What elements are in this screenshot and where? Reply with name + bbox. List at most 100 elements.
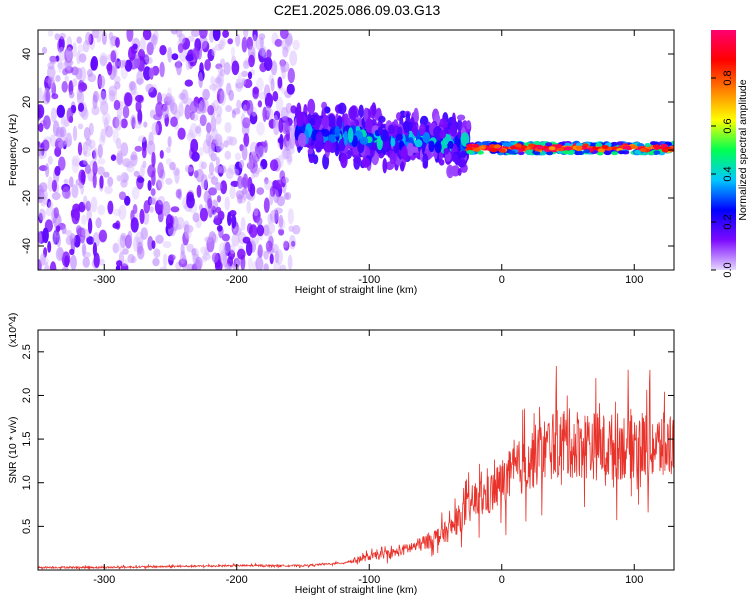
heatmap-cell (60, 115, 69, 128)
heatmap-cell (555, 144, 563, 148)
heatmap-cell (545, 142, 553, 147)
heatmap-cell (92, 30, 100, 39)
heatmap-cell (99, 135, 106, 146)
heatmap-cell (289, 50, 298, 66)
heatmap-cell (457, 168, 462, 176)
x-tick-label: -200 (226, 274, 248, 286)
heatmap-cell (240, 176, 248, 188)
heatmap-cell (567, 149, 575, 154)
heatmap-cell (263, 224, 270, 237)
heatmap-cell (214, 77, 222, 84)
heatmap-cell (263, 140, 268, 153)
heatmap-cell (490, 148, 498, 153)
heatmap-cell (84, 164, 91, 175)
heatmap-cell (165, 146, 171, 154)
heatmap-cell (265, 240, 273, 252)
x-tick-label: -300 (93, 574, 115, 586)
heatmap-cell (48, 201, 54, 209)
heatmap-cell (90, 196, 98, 213)
heatmap-cell (378, 115, 386, 123)
heatmap-cell (413, 107, 419, 123)
heatmap-cell (202, 252, 211, 261)
heatmap-cell (200, 246, 208, 255)
x-tick-label: -200 (226, 574, 248, 586)
heatmap-cell (110, 50, 117, 63)
heatmap-cell (152, 257, 160, 267)
heatmap-cell (151, 151, 156, 168)
heatmap-cell (224, 150, 232, 160)
heatmap-cell (71, 184, 79, 199)
heatmap-cell (278, 117, 284, 133)
heatmap-cell (56, 104, 65, 118)
heatmap-cell (162, 201, 171, 217)
heatmap-cell (120, 232, 127, 242)
heatmap-cell (59, 126, 67, 138)
heatmap-cell (269, 253, 274, 265)
heatmap-cell (241, 36, 248, 53)
heatmap-cell (308, 155, 315, 164)
heatmap-cell (77, 142, 83, 156)
heatmap-cell (41, 46, 48, 55)
heatmap-cell (387, 124, 395, 135)
heatmap-cell (97, 204, 106, 216)
heatmap-cell (272, 114, 279, 128)
colorbar-tick-label: 0.6 (722, 118, 734, 133)
heatmap-cell (99, 55, 108, 66)
heatmap-cell (115, 114, 122, 131)
heatmap-cell (246, 200, 251, 214)
heatmap-cell (307, 98, 316, 115)
heatmap-cell (274, 250, 280, 263)
heatmap-cell (57, 58, 63, 73)
heatmap-cell (170, 30, 178, 35)
heatmap-cell (236, 99, 242, 110)
heatmap-cell (64, 138, 72, 148)
x-tick-label: -100 (358, 274, 380, 286)
heatmap-cell (130, 217, 139, 233)
colorbar-ticks: 0.0 0.2 0.4 0.6 0.8 (711, 70, 734, 278)
heatmap-cell (210, 152, 217, 162)
heatmap-cell (38, 230, 42, 246)
heatmap-cell (127, 253, 135, 264)
heatmap-cell (258, 33, 266, 40)
heatmap-cell (47, 241, 52, 253)
heatmap-cell (241, 144, 248, 161)
heatmap-cell (241, 188, 248, 195)
heatmap-cell (219, 89, 227, 106)
y-tick-label: 2.5 (21, 344, 33, 359)
heatmap-cell (64, 75, 69, 82)
heatmap-cell (277, 76, 283, 89)
heatmap-cell (334, 125, 341, 137)
heatmap-cell (191, 248, 197, 256)
heatmap-cell (419, 123, 426, 136)
heatmap-cell (197, 124, 202, 137)
heatmap-cell (528, 143, 535, 148)
heatmap-cell (81, 227, 86, 237)
heatmap-cell (118, 204, 127, 221)
heatmap-cell (216, 195, 222, 203)
y-tick-label: -20 (21, 190, 33, 206)
heatmap-cell (328, 134, 336, 144)
colorbar: 0.0 0.2 0.4 0.6 0.8 Normalized spectral ampl… (711, 30, 749, 278)
heatmap-cell (259, 37, 264, 48)
heatmap-cell (312, 154, 319, 165)
heatmap-cell (187, 164, 194, 177)
heatmap-cell (44, 261, 49, 270)
heatmap-cell (243, 104, 248, 114)
snr-frame (37, 329, 675, 571)
heatmap-cell (47, 30, 54, 37)
heatmap-cell (130, 81, 137, 95)
heatmap-cell (225, 241, 231, 254)
heatmap-cell (219, 68, 226, 77)
heatmap-cell (134, 145, 143, 152)
heatmap-cell (113, 75, 121, 84)
heatmap-cell (207, 105, 215, 116)
heatmap-cell (85, 138, 92, 147)
heatmap-cell (75, 67, 83, 80)
heatmap-cell (153, 113, 162, 121)
heatmap-cell (113, 99, 121, 111)
x-tick-label: 100 (625, 574, 643, 586)
heatmap-cell (223, 140, 229, 148)
heatmap-cell (147, 236, 154, 251)
colorbar-tick-label: 0.0 (722, 262, 734, 277)
heatmap-cell (466, 120, 471, 130)
